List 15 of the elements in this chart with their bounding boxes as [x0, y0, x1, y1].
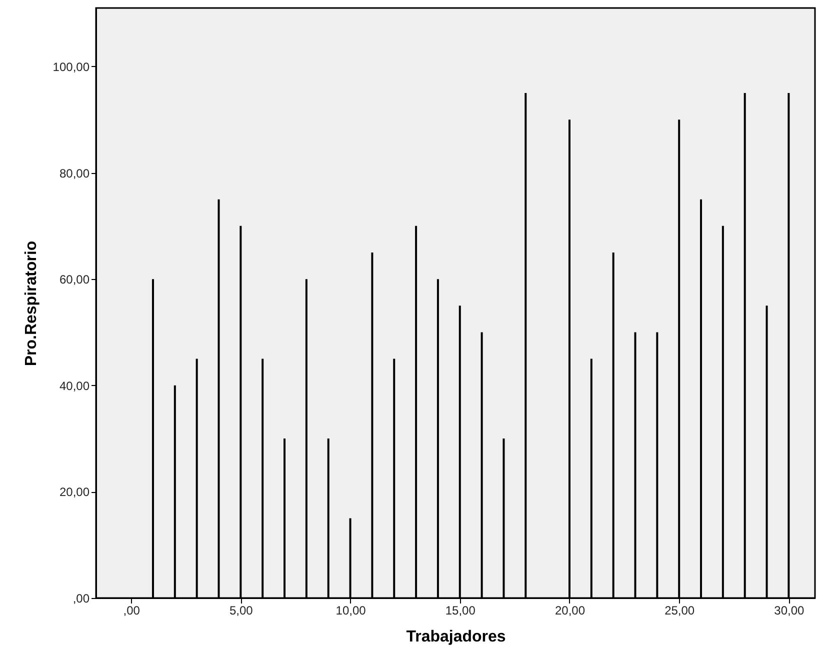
x-tick-label: 20,00: [554, 604, 586, 618]
y-tick-label: 20,00: [59, 485, 90, 500]
y-tick-label: 60,00: [59, 272, 90, 287]
x-tick-label: 25,00: [664, 604, 695, 618]
x-tick-label: 15,00: [445, 604, 476, 618]
x-tick-label: 5,00: [229, 604, 254, 618]
y-tick-label: 80,00: [59, 166, 90, 180]
x-axis-title: Trabajadores: [406, 628, 506, 646]
y-tick-label: 40,00: [59, 378, 90, 393]
y-tick-label: ,00: [72, 592, 90, 606]
y-tick-label: 100,00: [52, 60, 90, 74]
x-tick-label: ,00: [123, 604, 140, 618]
x-tick-label: 30,00: [774, 604, 805, 618]
y-axis-title: Pro.Respiratorio: [22, 240, 40, 366]
x-tick-label: 10,00: [336, 604, 366, 618]
